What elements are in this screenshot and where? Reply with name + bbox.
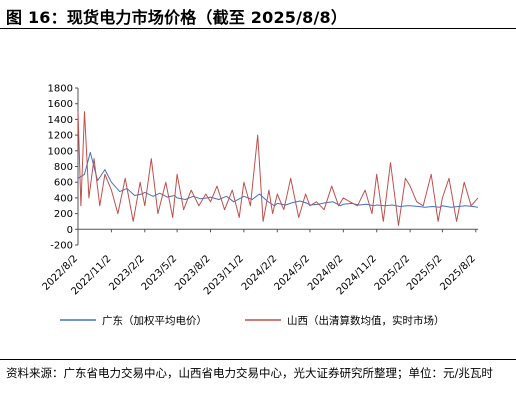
series-layer: [77, 111, 479, 226]
y-tick-label: 600: [54, 178, 73, 189]
y-tick-label: 1600: [48, 99, 73, 110]
x-tick-label: 2025/8/2: [438, 253, 478, 293]
y-tick-label: -200: [50, 241, 73, 252]
y-axis: -200 0 200 400 600 800 1000 1200 1400 1600 1800: [48, 84, 79, 252]
title-rule: [0, 28, 516, 29]
x-tick-label: 2023/5/2: [140, 253, 180, 293]
y-tick-label: 1400: [48, 115, 73, 126]
source-rule: [0, 359, 516, 360]
y-tick-label: 400: [54, 193, 73, 204]
chart-title: 图 16：现货电力市场价格（截至 2025/8/8）: [6, 8, 348, 27]
legend: 广东（加权平均电价） 山西（出清算数均值，实时市场）: [60, 314, 445, 327]
y-tick-label: 1200: [48, 131, 73, 142]
y-tick-label: 200: [54, 209, 73, 220]
y-tick-label: 1000: [48, 146, 73, 157]
series-line-shanxi: [77, 111, 479, 226]
legend-label-guangdong: 广东（加权平均电价）: [102, 314, 207, 327]
source-note: 资料来源：广东省电力交易中心，山西省电力交易中心，光大证券研究所整理；单位：元/…: [6, 366, 493, 380]
x-axis: 2022/8/22022/11/22023/2/22023/5/22023/8/…: [41, 228, 478, 297]
x-tick-label: 2024/5/2: [273, 253, 313, 293]
y-tick-label: 1800: [48, 84, 73, 95]
line-chart: -200 0 200 400 600 800 1000 1200 1400 1600 1800 20…: [41, 84, 479, 327]
y-tick-label: 0: [67, 225, 73, 236]
legend-label-shanxi: 山西（出清算数均值，实时市场）: [287, 314, 445, 327]
series-line-guangdong: [77, 151, 479, 208]
y-tick-label: 800: [54, 162, 73, 173]
x-tick-label: 2025/5/2: [405, 253, 445, 293]
